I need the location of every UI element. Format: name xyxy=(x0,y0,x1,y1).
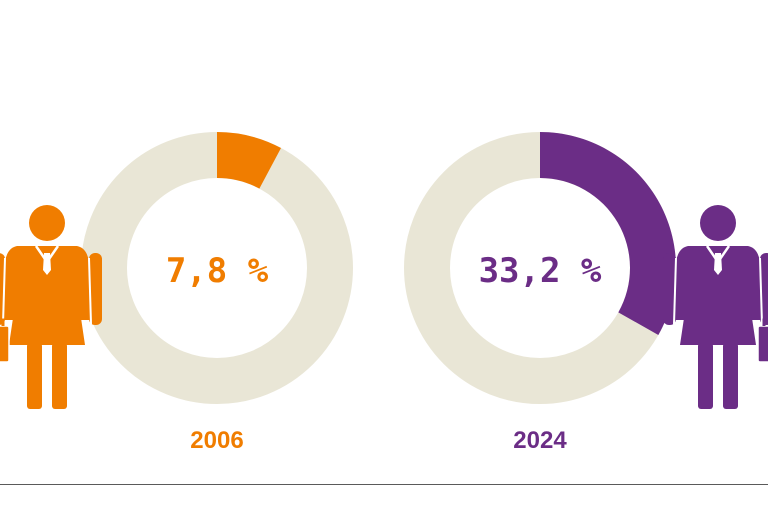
donut-2024: 33,2 % 2024 xyxy=(404,132,676,454)
value-label-2006: 7,8 % xyxy=(166,251,269,291)
figures-group xyxy=(0,205,768,409)
donut-group: 7,8 % 2006 33,2 % 2024 xyxy=(81,132,676,454)
donut-slice-2006 xyxy=(217,132,282,189)
bottom-divider xyxy=(0,484,768,485)
woman-businessperson-icon-2024 xyxy=(663,205,768,409)
year-label-2024: 2024 xyxy=(513,427,567,454)
donut-2006: 7,8 % 2006 xyxy=(81,132,353,454)
value-label-2024: 33,2 % xyxy=(479,251,602,291)
woman-businessperson-icon-2006 xyxy=(0,205,102,409)
donut-slice-2024 xyxy=(540,132,676,336)
donut-chart-figure: 7,8 % 2006 33,2 % 2024 xyxy=(0,132,768,454)
year-label-2006: 2006 xyxy=(190,427,243,454)
